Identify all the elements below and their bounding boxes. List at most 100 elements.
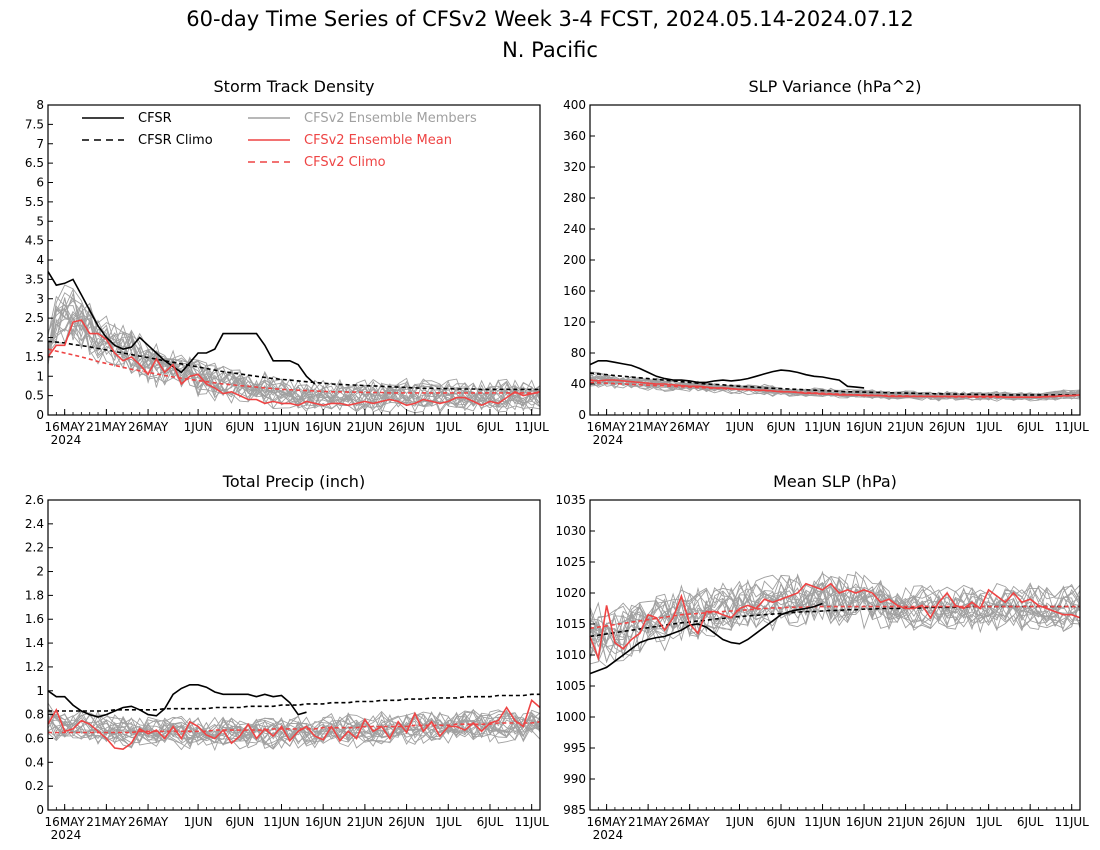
y-tick-label: 990 (563, 772, 586, 786)
y-tick-label: 1 (36, 684, 44, 698)
y-tick-label: 1025 (555, 555, 586, 569)
ensemble-member-line (589, 588, 1081, 668)
series-cfsr-climo (47, 340, 540, 391)
series-cfsv2-ensemble-mean (589, 582, 1081, 662)
year-label: 2024 (51, 828, 82, 842)
y-tick-label: 0.6 (25, 731, 44, 745)
year-label: 2024 (593, 433, 624, 447)
x-tick-label: 11JUL (1055, 815, 1090, 829)
x-tick-label: 11JUN (804, 815, 841, 829)
x-tick-label: 6JUN (767, 815, 796, 829)
x-tick-label: 21JUN (347, 815, 384, 829)
y-tick-label: 1.4 (25, 636, 44, 650)
x-tick-label: 11JUL (515, 420, 550, 434)
y-tick-label: 7 (36, 137, 44, 151)
x-tick-label: 26JUN (929, 815, 966, 829)
x-tick-label: 21JUN (347, 420, 384, 434)
year-label: 2024 (51, 433, 82, 447)
y-tick-label: 40 (571, 377, 586, 391)
y-tick-label: 4 (36, 253, 44, 267)
x-tick-label: 11JUN (263, 420, 300, 434)
legend-label: CFSv2 Ensemble Members (304, 111, 477, 126)
x-tick-label: 1JUL (975, 420, 1002, 434)
series-cfsr (47, 271, 316, 385)
y-tick-label: 0.4 (25, 755, 44, 769)
y-tick-label: 240 (563, 222, 586, 236)
x-tick-label: 16JUN (305, 420, 342, 434)
y-tick-label: 1010 (555, 648, 586, 662)
series-cfsr-climo (48, 693, 540, 712)
x-tick-label: 26MAY (128, 815, 169, 829)
ensemble-member-line (589, 585, 1081, 660)
y-tick-label: 985 (563, 803, 586, 817)
x-tick-label: 16MAY (45, 420, 86, 434)
x-tick-label: 6JUL (477, 420, 504, 434)
x-tick-label: 11JUL (515, 815, 550, 829)
x-tick-label: 21JUN (887, 815, 924, 829)
series-cfsv2-climo (589, 605, 1080, 630)
year-label: 2024 (593, 828, 624, 842)
y-tick-label: 7.5 (25, 117, 44, 131)
y-tick-label: 2.6 (25, 493, 44, 507)
y-tick-label: 1.2 (25, 660, 44, 674)
y-tick-label: 0.2 (25, 779, 44, 793)
y-tick-label: 1030 (555, 524, 586, 538)
series-cfsv2-climo (47, 348, 540, 394)
ensemble-member-line (589, 572, 1081, 640)
series-cfsr (589, 359, 865, 389)
x-tick-label: 6JUN (767, 420, 796, 434)
y-tick-label: 120 (563, 315, 586, 329)
ensemble-member-line (47, 708, 541, 742)
y-tick-label: 320 (563, 160, 586, 174)
legend-label: CFSv2 Ensemble Mean (304, 133, 452, 148)
x-tick-label: 26MAY (670, 815, 711, 829)
x-tick-label: 16MAY (45, 815, 86, 829)
panels: Storm Track Density 0 0.5 1 1.5 2 2.5 3 3.5 4 4.5 5… (25, 77, 1089, 842)
x-tick-label: 21MAY (86, 815, 127, 829)
y-tick-label: 1020 (555, 586, 586, 600)
x-tick-label: 16JUN (305, 815, 342, 829)
x-tick-label: 16JUN (846, 815, 883, 829)
y-tick-label: 6 (36, 176, 44, 190)
x-tick-label: 21JUN (887, 420, 924, 434)
series-cfsr-climo (589, 372, 1080, 396)
x-tick-label: 16JUN (846, 420, 883, 434)
x-tick-label: 1JUN (184, 420, 213, 434)
x-tick-label: 6JUL (1017, 420, 1044, 434)
y-tick-label: 0 (36, 803, 44, 817)
y-tick-label: 0 (36, 408, 44, 422)
y-tick-label: 4.5 (25, 234, 44, 248)
x-tick-label: 11JUN (804, 420, 841, 434)
x-tick-label: 1JUL (435, 420, 462, 434)
x-tick-label: 16MAY (586, 420, 627, 434)
y-tick-label: 360 (563, 129, 586, 143)
y-tick-label: 5 (36, 214, 44, 228)
ensemble-member-line (47, 709, 541, 740)
y-tick-label: 1000 (555, 710, 586, 724)
y-tick-label: 995 (563, 741, 586, 755)
x-tick-label: 6JUN (225, 420, 254, 434)
y-tick-label: 1015 (555, 617, 586, 631)
panel-title: SLP Variance (hPa^2) (749, 77, 922, 96)
panel-4: Mean SLP (hPa) 985 990 995 1000 1005 1010 1015 1… (555, 472, 1089, 842)
y-tick-label: 0 (578, 408, 586, 422)
series-cfsr (589, 602, 823, 675)
plot-frame (47, 499, 541, 811)
panel-1: Storm Track Density 0 0.5 1 1.5 2 2.5 3 3.5 4 4.5 5… (25, 77, 549, 447)
y-tick-label: 3.5 (25, 272, 44, 286)
legend-label: CFSR Climo (138, 133, 213, 148)
panel-title: Storm Track Density (214, 77, 375, 96)
x-tick-label: 26JUN (388, 815, 425, 829)
x-tick-label: 1JUN (725, 420, 754, 434)
series-cfsr (47, 683, 307, 718)
y-tick-label: 0.5 (25, 389, 44, 403)
panel-title: Total Precip (inch) (222, 472, 365, 491)
series-cfsv2-ensemble-mean (589, 379, 1081, 399)
y-tick-label: 8 (36, 98, 44, 112)
series-cfsv2-climo (48, 721, 541, 734)
y-tick-label: 1 (36, 369, 44, 383)
series-cfsr-climo (589, 605, 1080, 638)
x-tick-label: 11JUL (1055, 420, 1090, 434)
y-tick-label: 1.6 (25, 612, 44, 626)
legend: CFSR CFSR Climo CFSv2 Ensemble Members CFSv… (82, 111, 477, 170)
